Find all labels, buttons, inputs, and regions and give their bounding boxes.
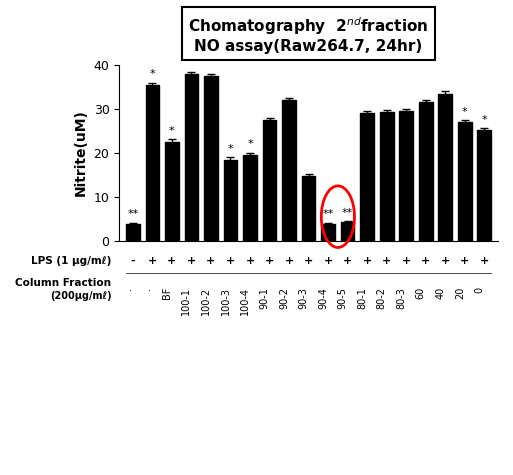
Text: 90-4: 90-4 (318, 287, 328, 309)
Text: Column Fraction: Column Fraction (15, 277, 111, 288)
Bar (400, 111, 413, 241)
Bar (126, 224, 140, 241)
Text: +: + (343, 256, 352, 266)
Text: +: + (167, 256, 176, 266)
Text: BF: BF (162, 287, 172, 299)
Text: +: + (324, 256, 333, 266)
Text: **: ** (342, 208, 353, 218)
Text: 100-4: 100-4 (240, 287, 250, 315)
Bar (165, 142, 179, 241)
Bar (185, 74, 199, 241)
Text: 0: 0 (475, 287, 484, 293)
Text: +: + (460, 256, 469, 266)
Bar (224, 160, 238, 241)
Y-axis label: Nitrite(uM): Nitrite(uM) (74, 110, 88, 196)
Bar (380, 113, 393, 241)
Text: +: + (304, 256, 313, 266)
Text: +: + (226, 256, 235, 266)
Text: 20: 20 (455, 287, 465, 299)
Text: 80-3: 80-3 (396, 287, 406, 309)
Text: 40: 40 (435, 287, 445, 299)
Text: *: * (228, 144, 233, 154)
Bar (263, 120, 277, 241)
Text: +: + (206, 256, 215, 266)
Text: **: ** (127, 209, 139, 219)
Text: .: . (123, 287, 133, 290)
Text: +: + (245, 256, 254, 266)
Text: +: + (382, 256, 391, 266)
Text: +: + (480, 256, 489, 266)
Text: 80-1: 80-1 (357, 287, 367, 309)
Bar (360, 114, 374, 241)
Bar (204, 76, 218, 241)
Text: -: - (130, 256, 135, 266)
Bar (321, 224, 335, 241)
Bar (478, 130, 491, 241)
Title: Chomatography  2$^{nd}$fraction
NO assay(Raw264.7, 24hr): Chomatography 2$^{nd}$fraction NO assay(… (188, 15, 429, 54)
Text: .: . (143, 287, 152, 290)
Text: *: * (247, 139, 253, 150)
Text: +: + (284, 256, 294, 266)
Text: LPS (1 μg/mℓ): LPS (1 μg/mℓ) (31, 256, 111, 266)
Text: 90-3: 90-3 (299, 287, 309, 309)
Text: +: + (421, 256, 430, 266)
Text: +: + (363, 256, 372, 266)
Text: +: + (265, 256, 274, 266)
Text: *: * (482, 115, 487, 125)
Bar (341, 222, 354, 241)
Text: 60: 60 (416, 287, 426, 299)
Text: *: * (150, 69, 155, 79)
Text: +: + (148, 256, 157, 266)
Text: (200μg/mℓ): (200μg/mℓ) (50, 291, 111, 301)
Text: 80-2: 80-2 (377, 287, 387, 309)
Bar (243, 155, 257, 241)
Bar (458, 122, 471, 241)
Text: 90-1: 90-1 (260, 287, 269, 309)
Bar (439, 94, 452, 241)
Text: 100-2: 100-2 (201, 287, 211, 315)
Bar (419, 103, 432, 241)
Bar (146, 85, 159, 241)
Text: +: + (402, 256, 411, 266)
Text: **: ** (323, 209, 334, 219)
Text: 90-5: 90-5 (338, 287, 348, 309)
Text: 90-2: 90-2 (279, 287, 289, 309)
Text: *: * (462, 107, 468, 117)
Bar (282, 100, 296, 241)
Text: +: + (187, 256, 196, 266)
Text: 100-3: 100-3 (221, 287, 230, 315)
Bar (302, 176, 315, 241)
Text: +: + (441, 256, 450, 266)
Text: 100-1: 100-1 (182, 287, 191, 315)
Text: *: * (169, 126, 175, 136)
